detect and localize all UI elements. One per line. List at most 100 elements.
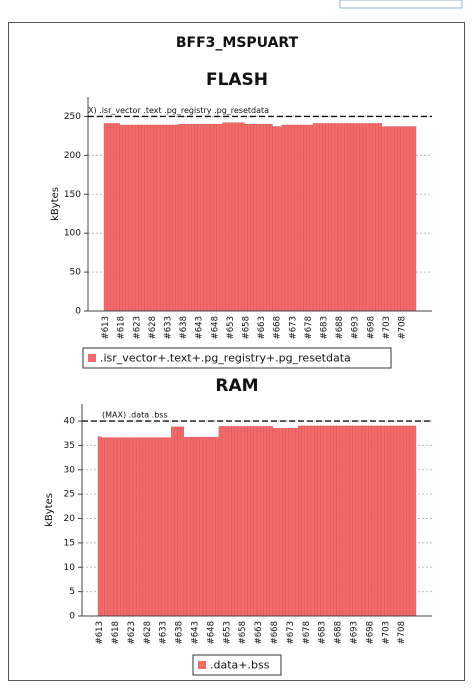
bar: [368, 425, 372, 617]
bar: [158, 437, 162, 617]
bar: [409, 126, 414, 312]
bar: [300, 124, 304, 312]
bar: [194, 124, 198, 312]
threshold-label: (MAX) .data .bss: [102, 411, 168, 420]
bar: [331, 123, 336, 312]
bar: [336, 425, 340, 617]
tab: [339, 0, 463, 9]
bar: [281, 124, 286, 312]
bar: [285, 428, 289, 617]
bar: [314, 425, 318, 617]
bar: [269, 124, 273, 312]
bar: [188, 124, 192, 312]
bar: [250, 426, 255, 617]
x-tick-label: #703: [381, 621, 391, 644]
bar: [97, 436, 102, 617]
y-axis-label: kBytes: [50, 187, 61, 221]
bar: [380, 425, 385, 617]
bar: [177, 426, 181, 617]
x-tick-label: #708: [397, 316, 407, 339]
bar: [191, 124, 195, 312]
bar: [237, 426, 242, 617]
bar: [183, 436, 188, 617]
bar: [307, 425, 312, 617]
bar: [352, 425, 356, 617]
bar: [241, 122, 245, 312]
bar: [326, 425, 331, 617]
bar: [131, 124, 136, 312]
x-tick-label: #663: [254, 621, 264, 644]
bar: [372, 123, 376, 312]
bar: [120, 437, 124, 617]
bar: [193, 436, 197, 617]
bar: [301, 425, 305, 617]
bar: [262, 124, 267, 312]
bar: [142, 437, 146, 617]
bar: [132, 437, 137, 617]
y-tick-label: 200: [64, 151, 81, 161]
bar: [365, 123, 370, 312]
bar: [403, 126, 407, 312]
bar: [406, 126, 410, 312]
bar: [205, 436, 210, 617]
x-tick-label: #613: [95, 621, 105, 644]
bar: [291, 124, 295, 312]
bar: [364, 425, 369, 617]
bar: [240, 426, 245, 617]
page-title: BFF3_MSPUART: [176, 35, 299, 51]
bar: [323, 425, 328, 617]
x-tick-label: #623: [127, 621, 137, 644]
y-tick-label: 15: [64, 538, 75, 548]
bar: [358, 425, 363, 617]
bar: [145, 437, 150, 617]
x-tick-label: #653: [226, 316, 236, 339]
bar: [306, 124, 311, 312]
bar: [320, 425, 324, 617]
x-tick-label: #673: [288, 316, 298, 339]
bar: [353, 123, 357, 312]
bar: [344, 123, 348, 312]
x-tick-label: #613: [101, 316, 111, 339]
bar: [103, 123, 108, 312]
y-tick-label: 100: [64, 229, 81, 239]
bar: [275, 428, 280, 617]
bar: [312, 123, 317, 312]
bar: [253, 426, 258, 617]
x-tick-label: #658: [238, 621, 248, 644]
y-tick-label: 30: [64, 465, 76, 475]
bar: [319, 123, 323, 312]
bar: [287, 124, 292, 312]
bar: [259, 124, 264, 312]
bar: [387, 126, 392, 312]
bar: [387, 425, 391, 617]
x-tick-label: #618: [117, 316, 127, 339]
bar: [170, 426, 175, 617]
x-tick-label: #628: [143, 621, 153, 644]
bar: [107, 437, 111, 617]
bar: [100, 437, 105, 617]
x-tick-label: #683: [319, 316, 329, 339]
x-tick-label: #698: [365, 621, 375, 644]
y-axis-label: kBytes: [44, 493, 55, 527]
bar: [135, 437, 140, 617]
y-tick-label: 50: [70, 268, 82, 278]
bar: [288, 428, 293, 617]
bar: [161, 437, 165, 617]
bar: [340, 123, 345, 312]
bar: [116, 437, 121, 617]
bar: [147, 124, 151, 312]
bar: [393, 126, 398, 312]
bar: [333, 425, 337, 617]
bar: [403, 425, 407, 617]
bar: [122, 124, 127, 312]
bar: [222, 122, 226, 312]
x-tick-label: #653: [222, 621, 232, 644]
bar: [156, 124, 161, 312]
bar: [167, 437, 172, 617]
bar: [406, 425, 410, 617]
bar: [384, 425, 388, 617]
bar: [359, 123, 364, 312]
bar: [342, 425, 347, 617]
bar: [244, 426, 248, 617]
bar: [399, 425, 404, 617]
